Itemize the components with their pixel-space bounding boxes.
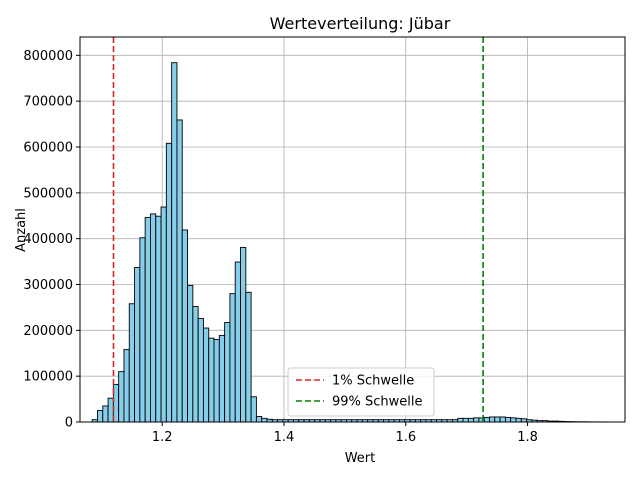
x-axis-ticks: 1.2 1.4 1.6 1.8 <box>152 422 538 445</box>
histogram-bar <box>494 416 501 423</box>
x-axis-label: Wert <box>345 451 376 466</box>
legend-box <box>287 367 435 417</box>
y-tick-label: 300000 <box>23 278 73 293</box>
histogram-bar <box>118 371 125 423</box>
y-tick-label: 700000 <box>23 95 73 110</box>
x-tick-label: 1.6 <box>395 430 416 445</box>
histogram-bar <box>240 246 247 423</box>
histogram-bar <box>483 416 490 423</box>
histogram-bar <box>165 142 173 423</box>
histogram-bar <box>197 317 204 423</box>
histogram-bar <box>245 291 252 423</box>
histogram-bar <box>255 416 263 423</box>
y-tick-label: 500000 <box>23 186 73 201</box>
histogram-bar <box>218 334 226 423</box>
histogram-bar <box>187 284 194 423</box>
histogram-bar <box>107 397 114 423</box>
histogram-bar <box>489 416 496 423</box>
histogram-bar <box>213 339 220 423</box>
histogram-bar <box>134 267 141 423</box>
chart-title: Werteverteilung: Jübar <box>270 14 451 33</box>
histogram-bar <box>139 237 146 423</box>
histogram-bar <box>261 417 268 423</box>
legend: 1% Schwelle 99% Schwelle <box>287 367 435 417</box>
histogram-bar <box>515 417 522 423</box>
histogram-bar <box>504 416 512 423</box>
legend-entry-label: 1% Schwelle <box>332 374 414 389</box>
y-tick-label: 800000 <box>23 49 73 64</box>
histogram-bar <box>229 293 236 423</box>
histogram-bar <box>202 327 210 423</box>
histogram-bar <box>128 303 136 423</box>
histogram-bar <box>150 213 157 423</box>
y-tick-label: 600000 <box>23 141 73 156</box>
histogram-bar <box>467 417 475 423</box>
y-axis-label: Anzahl <box>14 208 29 252</box>
histogram-bar <box>123 349 130 423</box>
histogram-bar <box>171 62 178 423</box>
histogram-bar <box>457 417 464 423</box>
histogram-bar <box>97 410 104 423</box>
y-axis-ticks: 0 100000 200000 300000 400000 500000 600000 700… <box>23 49 80 431</box>
histogram-bar <box>234 261 241 423</box>
histogram-bar <box>250 396 257 423</box>
histogram-bars <box>91 62 612 423</box>
histogram-bar <box>102 405 109 423</box>
histogram-bar <box>499 416 506 423</box>
threshold-lines <box>112 37 484 422</box>
histogram-bar <box>144 217 151 423</box>
y-tick-label: 0 <box>65 416 73 431</box>
histogram-bar <box>176 119 183 423</box>
legend-entry-label: 99% Schwelle <box>332 395 423 410</box>
x-tick-label: 1.4 <box>274 430 295 445</box>
histogram-bar <box>192 306 199 423</box>
histogram-bar <box>160 206 167 423</box>
x-tick-label: 1.8 <box>517 430 538 445</box>
histogram-bar <box>462 417 469 423</box>
y-tick-label: 200000 <box>23 324 73 339</box>
y-tick-label: 400000 <box>23 232 73 247</box>
histogram-bar <box>155 215 162 423</box>
histogram-bar <box>208 337 215 423</box>
histogram-bar <box>181 229 188 423</box>
histogram-bar <box>473 417 480 423</box>
plot-area-frame <box>79 36 626 423</box>
histogram-bar <box>224 322 231 423</box>
y-tick-label: 100000 <box>23 370 73 385</box>
histogram-bar <box>510 417 517 423</box>
x-tick-label: 1.2 <box>152 430 173 445</box>
